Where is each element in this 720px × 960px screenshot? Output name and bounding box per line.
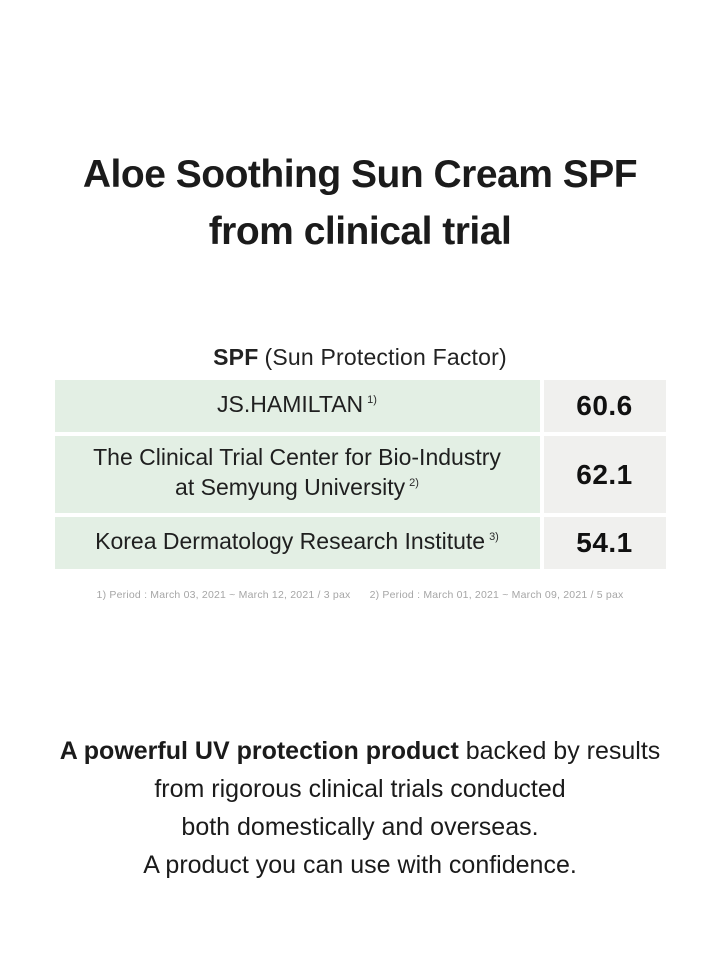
- table-row-spf-value: 62.1: [543, 436, 666, 513]
- table-row-institution: The Clinical Trial Center for Bio-Indust…: [54, 436, 540, 513]
- marketing-copy-rest: backed by results: [458, 737, 661, 765]
- footnote-ref: 3): [489, 530, 499, 543]
- footnote-2: 2) Period : March 01, 2021 ~ March 09, 2…: [369, 589, 624, 601]
- marketing-copy-line4: A product you can use with confidence.: [143, 851, 577, 879]
- institution-name: JS.HAMILTAN: [217, 390, 364, 417]
- table-row-institution: JS.HAMILTAN 1): [54, 380, 540, 432]
- institution-name: Korea Dermatology Research Institute: [95, 527, 486, 554]
- footnote-1: 1) Period : March 03, 2021 ~ March 12, 2…: [96, 589, 351, 601]
- marketing-copy-line3: both domestically and overseas.: [181, 813, 539, 841]
- institution-name: The Clinical Trial Center for Bio-Indust…: [93, 444, 501, 500]
- table-row-spf-value: 60.6: [543, 380, 666, 432]
- marketing-copy: A powerful UV protection product backed …: [0, 732, 720, 884]
- table-row-spf-value: 54.1: [543, 517, 666, 569]
- table-footnotes: 1) Period : March 03, 2021 ~ March 12, 2…: [0, 589, 720, 601]
- table-row-institution: Korea Dermatology Research Institute 3): [54, 517, 540, 569]
- marketing-copy-line1: A powerful UV protection product backed …: [0, 732, 720, 770]
- footnote-ref: 2): [409, 477, 419, 489]
- footnote-ref: 1): [367, 393, 377, 406]
- spf-table-header: SPF (Sun Protection Factor): [0, 344, 720, 371]
- spf-sublabel: (Sun Protection Factor): [264, 344, 507, 370]
- spf-label: SPF: [213, 344, 259, 370]
- marketing-copy-line2: from rigorous clinical trials conducted: [154, 775, 566, 803]
- page-title-line2: from clinical trial: [208, 210, 512, 253]
- spf-results-table: JS.HAMILTAN 1) 60.6 The Clinical Trial Ce…: [54, 380, 666, 569]
- page-title: Aloe Soothing Sun Cream SPF from clinica…: [0, 0, 720, 260]
- marketing-copy-bold: A powerful UV protection product: [59, 737, 459, 765]
- page-title-line1: Aloe Soothing Sun Cream SPF: [82, 153, 638, 196]
